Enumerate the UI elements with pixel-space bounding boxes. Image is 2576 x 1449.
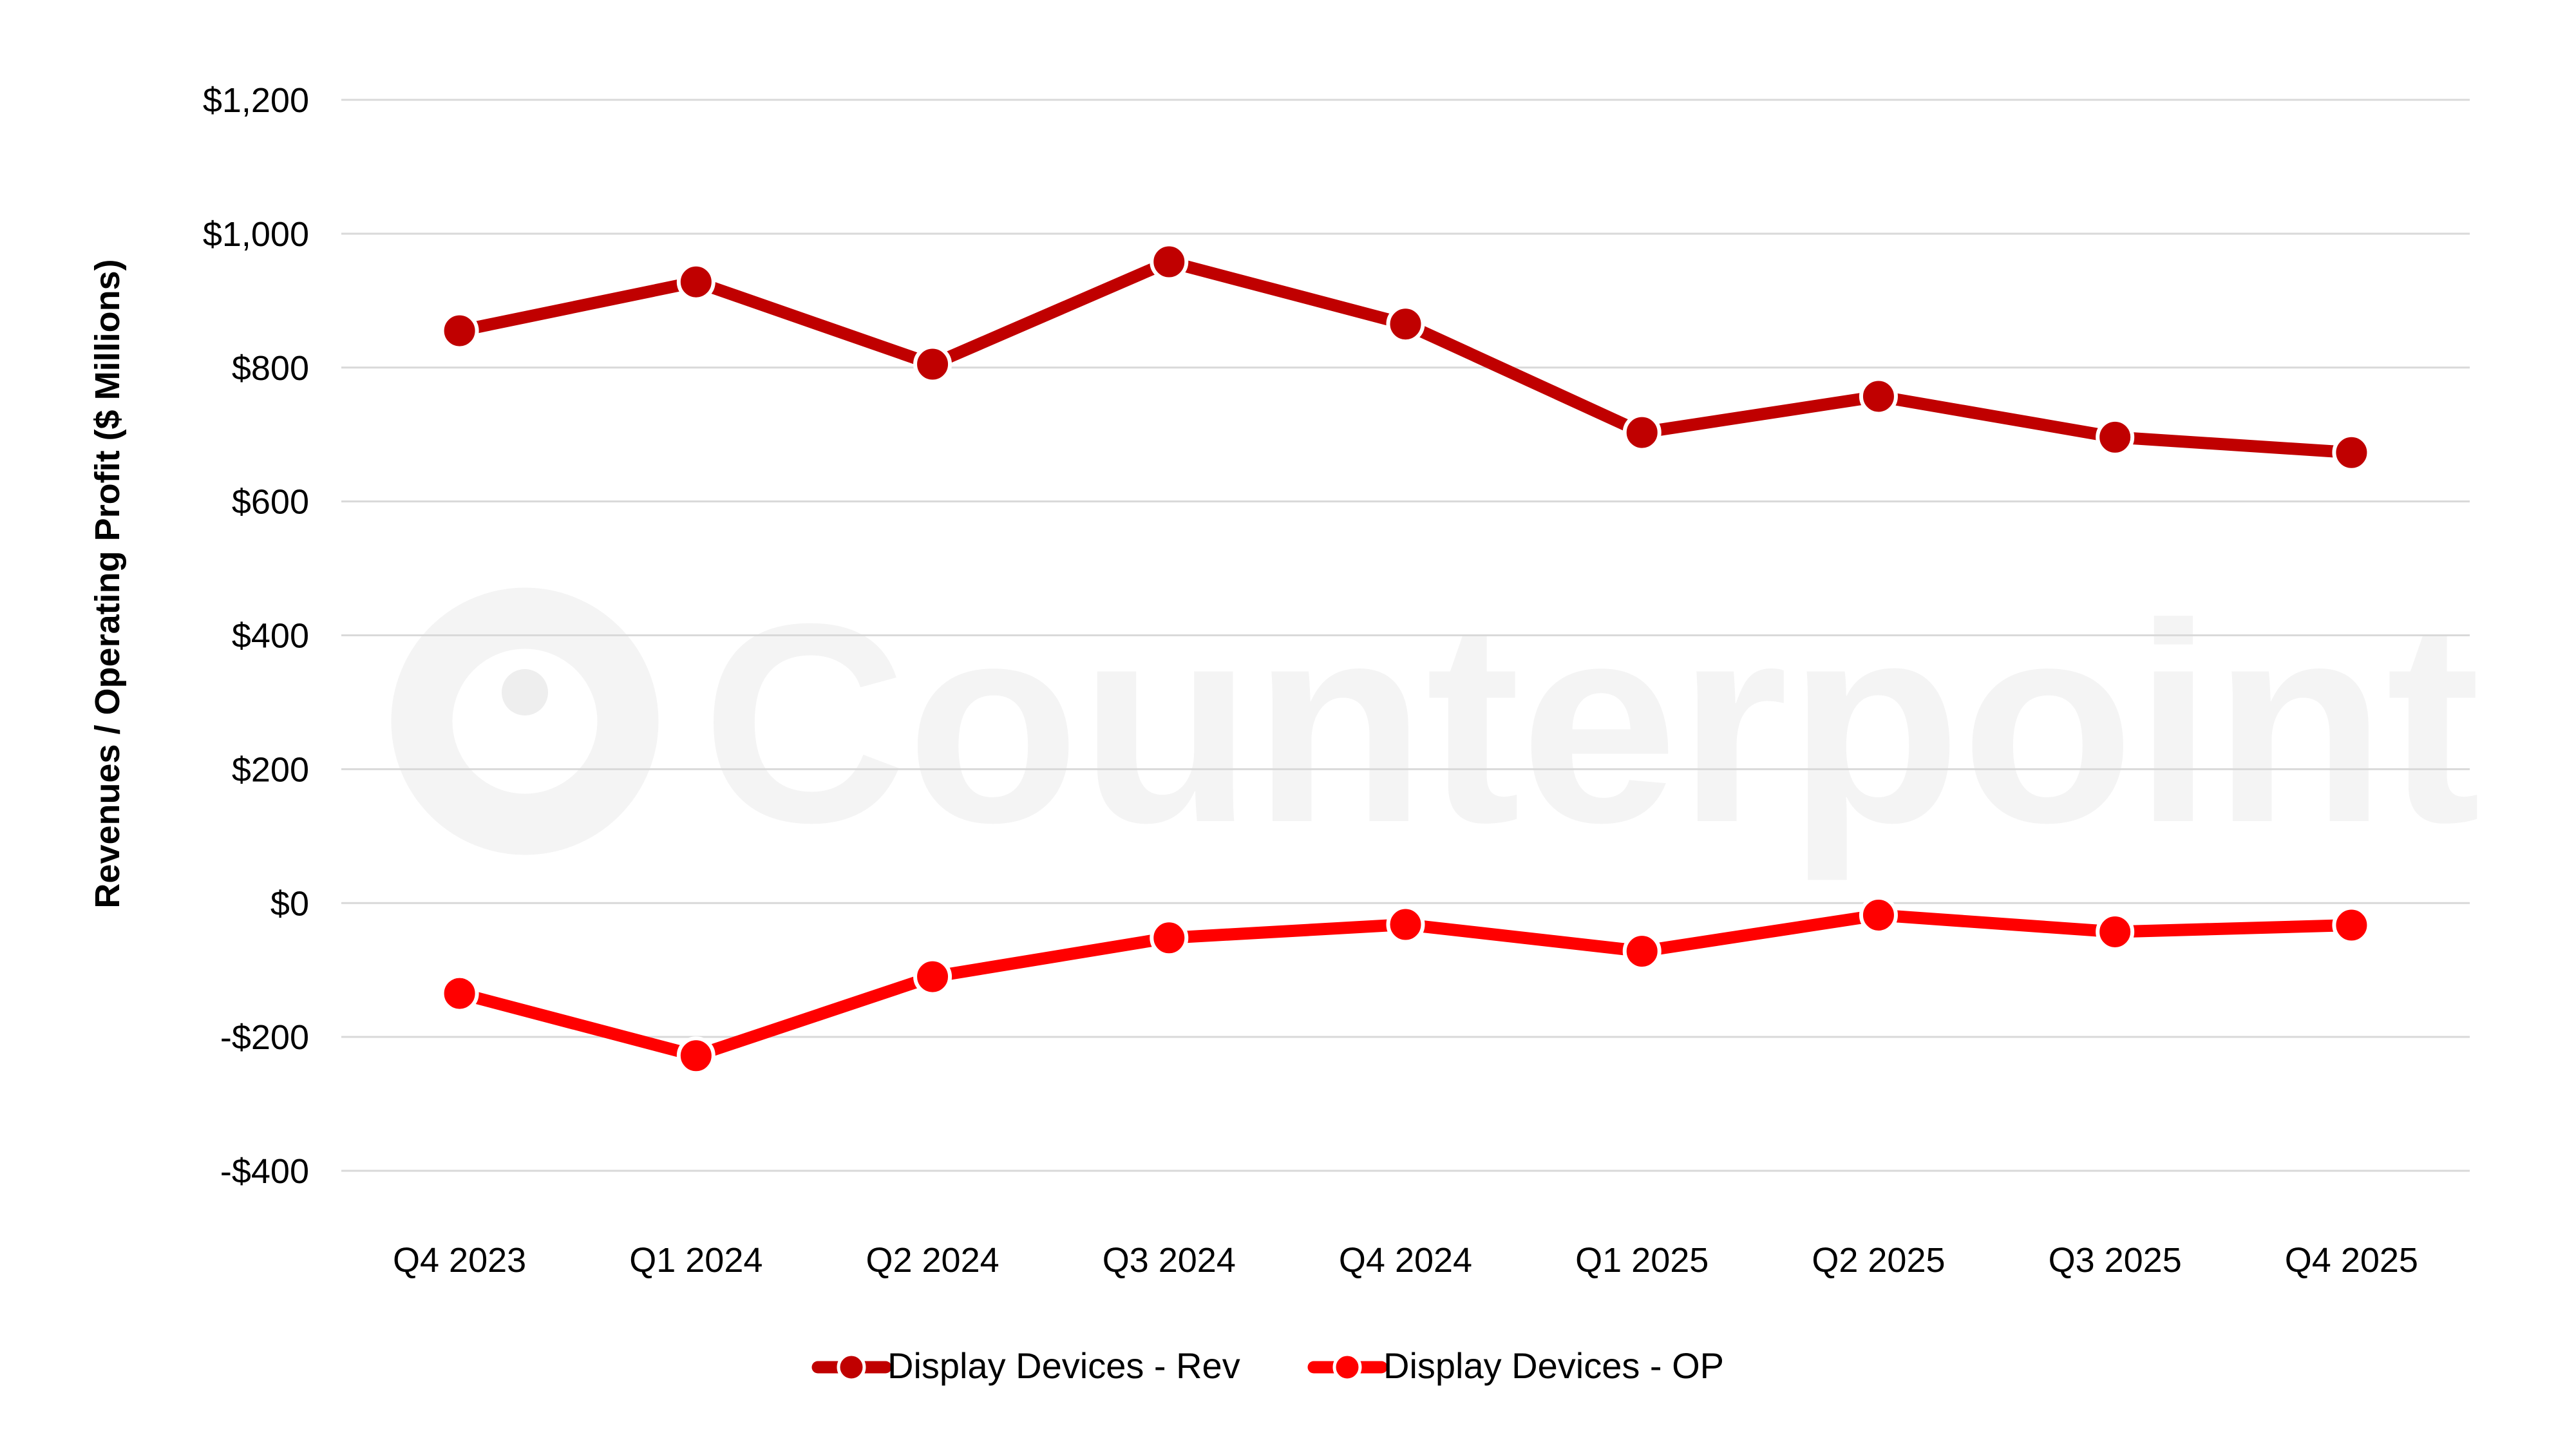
data-point	[676, 1036, 715, 1075]
data-point	[2096, 417, 2135, 457]
legend-label: Display Devices - Rev	[887, 1345, 1240, 1386]
y-tick-label: $800	[232, 349, 309, 388]
legend-label: Display Devices - OP	[1383, 1345, 1724, 1386]
data-point	[913, 957, 952, 996]
y-axis-title: Revenues / Operating Profit ($ Millions)	[88, 259, 127, 908]
y-tick-label: $1,200	[203, 81, 309, 120]
data-point	[1386, 905, 1425, 944]
x-tick-label: Q4 2024	[1339, 1241, 1472, 1280]
x-tick-label: Q2 2024	[866, 1241, 999, 1280]
data-point	[1622, 932, 1662, 971]
series-rev	[440, 242, 2371, 472]
data-point	[1386, 305, 1425, 344]
data-point	[440, 974, 479, 1013]
data-point	[1150, 242, 1189, 281]
watermark: Counterpoint	[391, 565, 2481, 883]
x-tick-label: Q1 2024	[629, 1241, 762, 1280]
x-tick-label: Q3 2025	[2049, 1241, 2182, 1280]
data-point	[676, 262, 715, 301]
data-point	[440, 311, 479, 350]
x-tick-label: Q2 2025	[1812, 1241, 1945, 1280]
y-tick-label: $400	[232, 617, 309, 656]
y-tick-label: -$200	[220, 1018, 309, 1057]
legend-swatch-marker	[1332, 1352, 1362, 1382]
y-tick-labels: -$400 -$200 $0 $200 $400 $600 $800 $1,000 $1,200	[203, 81, 309, 1191]
series-lines	[440, 242, 2371, 1075]
watermark-text: Counterpoint	[702, 565, 2481, 883]
legend: Display Devices - Rev Display Devices - O…	[811, 1345, 1724, 1386]
watermark-logo-ring	[391, 587, 659, 855]
y-tick-label: -$400	[220, 1152, 309, 1191]
legend-item: Display Devices - OP	[1307, 1345, 1724, 1386]
data-point	[1622, 413, 1662, 452]
series-line	[453, 256, 2358, 459]
x-tick-label: Q1 2025	[1575, 1241, 1709, 1280]
x-tick-label: Q4 2023	[393, 1241, 526, 1280]
data-point	[1150, 918, 1189, 958]
x-tick-label: Q4 2025	[2285, 1241, 2418, 1280]
y-tick-label: $200	[232, 750, 309, 789]
legend-swatch-marker	[837, 1352, 866, 1382]
data-point	[1859, 377, 1898, 416]
y-tick-label: $0	[270, 884, 309, 923]
legend-item: Display Devices - Rev	[811, 1345, 1240, 1386]
data-point	[2332, 905, 2371, 945]
watermark-logo-dot	[502, 669, 548, 715]
x-tick-labels: Q4 2023 Q1 2024 Q2 2024 Q3 2024 Q4 2024 Q1 20…	[393, 1241, 2418, 1280]
data-point	[2332, 433, 2371, 472]
x-tick-label: Q3 2024	[1103, 1241, 1236, 1280]
series-op	[440, 895, 2371, 1075]
data-point	[1859, 895, 1898, 934]
gridlines	[341, 99, 2470, 1172]
data-point	[913, 345, 952, 384]
y-tick-label: $600	[232, 483, 309, 522]
data-point	[2096, 912, 2135, 951]
y-tick-label: $1,000	[203, 215, 309, 254]
